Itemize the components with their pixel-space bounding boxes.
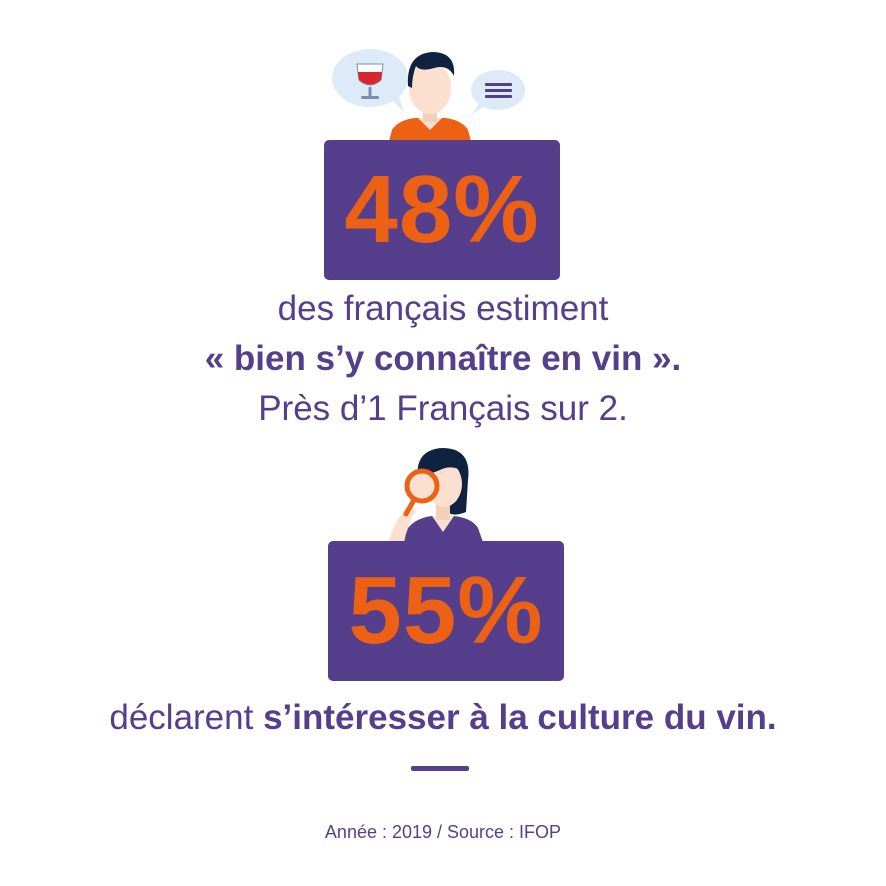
- woman-with-magnifier-illustration: [388, 448, 484, 545]
- stat2-text-regular: déclarent: [109, 698, 264, 737]
- stat-value-48: 48%: [344, 156, 540, 263]
- stat-value-55: 55%: [348, 557, 544, 664]
- woman-icon: [388, 448, 484, 545]
- stat-box-48: 48%: [324, 140, 560, 280]
- person-icon: [388, 52, 472, 145]
- stat-box-55: 55%: [328, 541, 564, 681]
- wine-glass-icon: [356, 63, 384, 99]
- stat1-line3: Près d’1 Français sur 2.: [258, 389, 628, 428]
- source-note: Année : 2019 / Source : IFOP: [324, 822, 562, 842]
- person-with-bubbles-illustration: [332, 49, 525, 145]
- speech-bubble-icon: [471, 70, 525, 114]
- divider: [411, 766, 469, 771]
- wine-bubble-icon: [332, 49, 408, 112]
- stat1-line2: « bien s’y connaître en vin ».: [204, 339, 682, 378]
- stat1-line1: des français estiment: [277, 289, 609, 328]
- stat2-text-bold: s’intéresser à la culture du vin.: [263, 698, 777, 737]
- magnifying-glass-icon: [403, 468, 440, 517]
- stat2-line: déclarent s’intéresser à la culture du v…: [0, 700, 886, 735]
